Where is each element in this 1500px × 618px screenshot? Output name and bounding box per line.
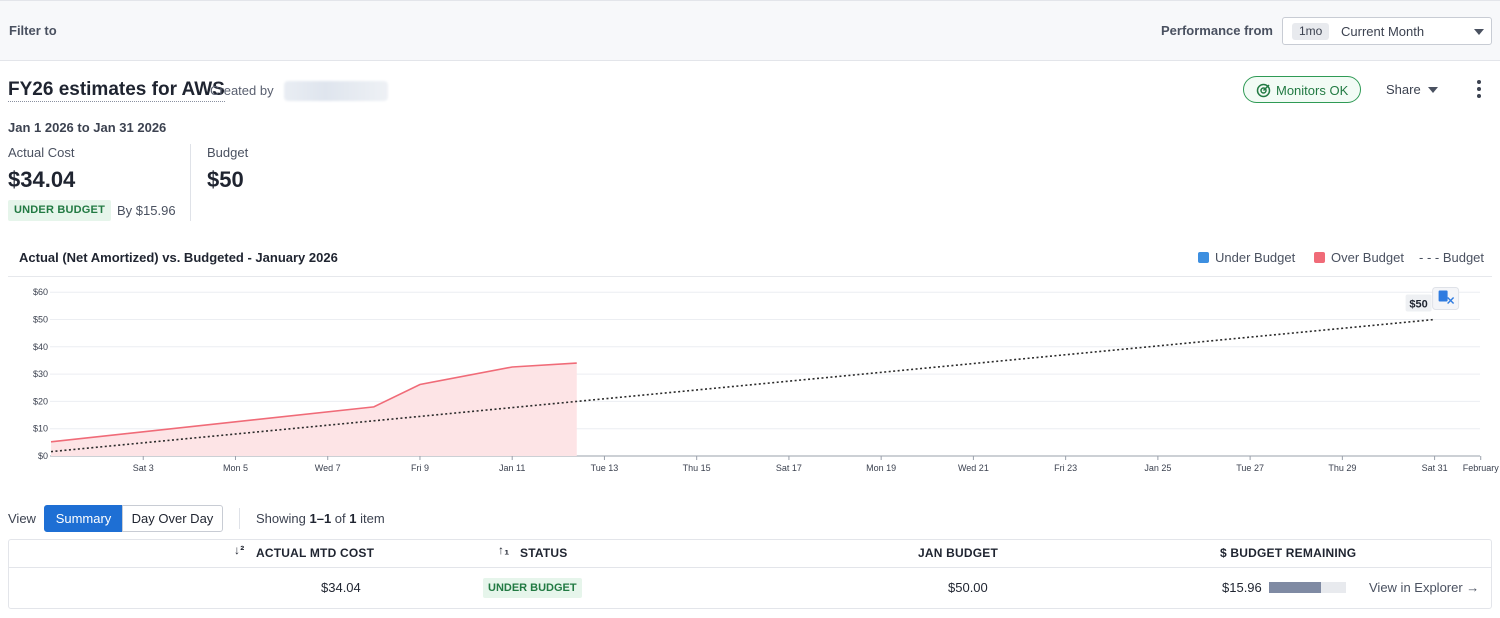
x-tick-label: Thu 29 bbox=[1328, 463, 1356, 473]
budget-chart: $0 $10 $20 $30 $40 $50 $60 Sat 3 Mon 5 Wed 7 Fri 9… bbox=[33, 287, 1500, 473]
showing-count: Showing 1–1 of 1 item bbox=[256, 511, 385, 526]
legend-swatch-under bbox=[1198, 252, 1209, 263]
x-tick-label: Sat 31 bbox=[1422, 463, 1448, 473]
x-tick-label: Sat 3 bbox=[133, 463, 154, 473]
y-tick-label: $50 bbox=[33, 315, 48, 325]
x-tick-label: Wed 21 bbox=[958, 463, 989, 473]
legend-under-budget[interactable]: Under Budget bbox=[1215, 250, 1296, 265]
x-tick-label: Thu 15 bbox=[683, 463, 711, 473]
monitors-ok-label: Monitors OK bbox=[1276, 83, 1349, 98]
chart-separator bbox=[8, 276, 1492, 277]
remaining-progress-fill bbox=[1269, 582, 1322, 593]
row-separator bbox=[9, 567, 1491, 568]
under-budget-by: By $15.96 bbox=[117, 203, 176, 218]
budget-annotation-box bbox=[1405, 294, 1432, 312]
share-button[interactable]: Share bbox=[1386, 82, 1421, 97]
x-tick-label: Mon 5 bbox=[223, 463, 248, 473]
column-header-remaining[interactable]: $ BUDGET REMAINING bbox=[1220, 546, 1357, 560]
legend-swatch-over bbox=[1314, 252, 1325, 263]
status-badge: UNDER BUDGET bbox=[8, 200, 112, 221]
performance-from-label: Performance from bbox=[1161, 23, 1273, 38]
over-budget-line bbox=[50, 362, 577, 443]
tab-summary[interactable]: Summary bbox=[44, 505, 123, 532]
chart-tool-icon-mark bbox=[1447, 297, 1455, 304]
view-label: View bbox=[8, 511, 36, 526]
target-check-icon bbox=[1256, 83, 1271, 98]
x-tick-label: Mon 19 bbox=[866, 463, 896, 473]
period-badge: 1mo bbox=[1292, 23, 1330, 40]
column-header-actual[interactable]: ACTUAL MTD COST bbox=[256, 546, 375, 560]
period-value: Current Month bbox=[1341, 24, 1425, 39]
cell-remaining: $15.96 bbox=[1222, 580, 1262, 595]
filter-to-label: Filter to bbox=[9, 23, 57, 38]
creator-avatar-redacted bbox=[284, 81, 388, 101]
x-tick-label: February bbox=[1463, 463, 1500, 473]
share-caret-icon[interactable] bbox=[1428, 87, 1438, 93]
chart-tool-icon bbox=[1438, 290, 1448, 302]
legend-budget[interactable]: - - - Budget bbox=[1419, 250, 1485, 265]
x-tick-label: Fri 9 bbox=[411, 463, 429, 473]
column-header-status[interactable]: STATUS bbox=[520, 546, 568, 560]
over-budget-area bbox=[51, 363, 577, 456]
date-range: Jan 1 2026 to Jan 31 2026 bbox=[8, 120, 167, 135]
sort-asc-icon[interactable]: ↑₁ bbox=[498, 543, 510, 557]
y-tick-label: $30 bbox=[33, 369, 48, 379]
actual-cost-value: $34.04 bbox=[8, 167, 76, 192]
y-tick-label: $10 bbox=[33, 424, 48, 434]
sort-desc-icon[interactable]: ↓² bbox=[234, 543, 245, 557]
y-tick-label: $20 bbox=[33, 396, 48, 406]
budget-table bbox=[8, 539, 1492, 609]
x-tick-label: Tue 27 bbox=[1236, 463, 1264, 473]
cell-status-badge: UNDER BUDGET bbox=[483, 578, 582, 598]
column-header-budget[interactable]: JAN BUDGET bbox=[918, 546, 999, 560]
chart-title: Actual (Net Amortized) vs. Budgeted - Ja… bbox=[19, 250, 338, 265]
y-tick-label: $0 bbox=[38, 451, 48, 461]
period-select[interactable]: 1mo Current Month bbox=[1282, 17, 1492, 45]
x-tick-label: Sat 17 bbox=[776, 463, 802, 473]
page-title[interactable]: FY26 estimates for AWS bbox=[8, 79, 225, 102]
x-tick-label: Wed 7 bbox=[315, 463, 341, 473]
more-options-icon[interactable] bbox=[1476, 80, 1482, 98]
divider bbox=[239, 508, 240, 529]
budget-label: Budget bbox=[207, 145, 249, 160]
tab-day-over-day[interactable]: Day Over Day bbox=[122, 505, 223, 532]
created-by-label: Created by bbox=[210, 83, 274, 98]
divider bbox=[190, 144, 191, 221]
x-tick-label: Tue 13 bbox=[591, 463, 619, 473]
budget-annotation-label: $50 bbox=[1409, 299, 1427, 311]
remaining-progress-bar bbox=[1269, 582, 1346, 593]
filter-bar: Filter to Performance from 1mo Current M… bbox=[0, 0, 1500, 61]
actual-cost-label: Actual Cost bbox=[8, 145, 75, 160]
legend-over-budget[interactable]: Over Budget bbox=[1331, 250, 1404, 265]
budget-line bbox=[50, 318, 1435, 453]
cell-actual: $34.04 bbox=[321, 580, 361, 595]
cell-budget: $50.00 bbox=[948, 580, 988, 595]
caret-down-icon bbox=[1474, 29, 1484, 35]
x-tick-label: Jan 11 bbox=[499, 463, 525, 473]
view-in-explorer-link[interactable]: View in Explorer → bbox=[1369, 580, 1480, 595]
x-tick-label: Jan 25 bbox=[1144, 463, 1171, 473]
y-tick-label: $40 bbox=[33, 342, 48, 352]
monitors-ok-button[interactable]: Monitors OK bbox=[1243, 76, 1361, 103]
y-tick-label: $60 bbox=[33, 287, 48, 297]
budget-value: $50 bbox=[207, 167, 244, 192]
x-tick-label: Fri 23 bbox=[1054, 463, 1077, 473]
